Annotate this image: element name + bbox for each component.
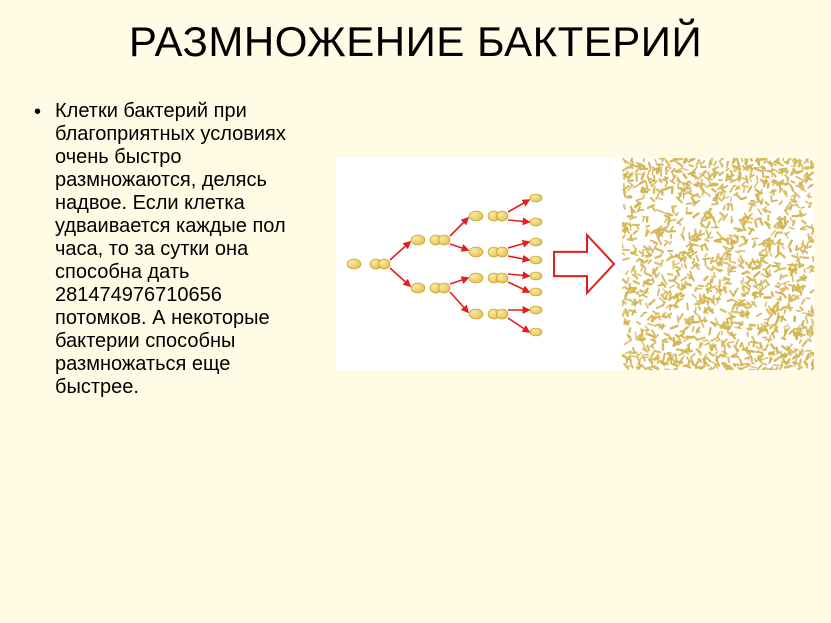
binary-fission-tree bbox=[336, 158, 622, 370]
slide-title: РАЗМНОЖЕНИЕ БАКТЕРИЙ bbox=[0, 0, 831, 66]
dense-population-panel bbox=[622, 158, 814, 370]
bullet-item: • Клетки бактерий при благоприятных усло… bbox=[34, 100, 314, 399]
body-text: Клетки бактерий при благоприятных услови… bbox=[55, 100, 314, 399]
content-row: • Клетки бактерий при благоприятных усло… bbox=[0, 66, 831, 399]
figure-column bbox=[314, 100, 814, 399]
text-column: • Клетки бактерий при благоприятных усло… bbox=[34, 100, 314, 399]
division-diagram bbox=[336, 158, 814, 370]
bullet-marker: • bbox=[34, 101, 41, 124]
